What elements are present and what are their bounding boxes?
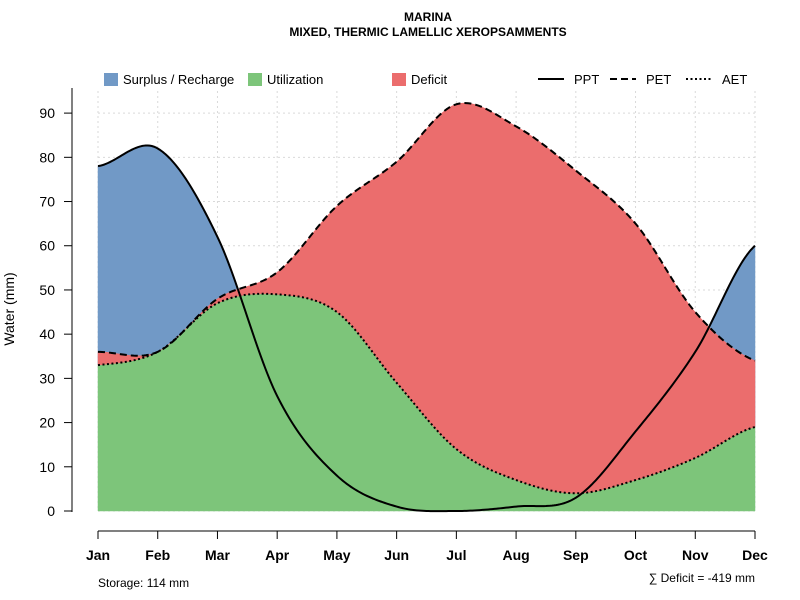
storage-note: Storage: 114 mm xyxy=(98,576,189,590)
y-tick-label: 80 xyxy=(39,149,55,165)
line-ppt xyxy=(97,144,756,513)
y-tick-label: 10 xyxy=(39,459,55,475)
axes xyxy=(71,88,755,532)
x-tick-label: Oct xyxy=(624,547,648,563)
x-tick-label: Mar xyxy=(205,547,230,563)
legend-label: PPT xyxy=(574,72,599,87)
y-tick-label: 90 xyxy=(39,105,55,121)
legend-item-surplus-recharge: Surplus / Recharge xyxy=(104,72,234,87)
x-tick-label: Feb xyxy=(145,547,170,563)
y-tick-label: 40 xyxy=(39,326,55,342)
legend-label: Utilization xyxy=(267,72,323,87)
y-tick-label: 30 xyxy=(39,370,55,386)
legend-swatch xyxy=(392,73,406,86)
legend-item-pet: PET xyxy=(610,72,671,87)
legend-label: Deficit xyxy=(411,72,448,87)
legend-item-ppt: PPT xyxy=(538,72,599,87)
legend-swatch xyxy=(104,73,118,86)
chart-subtitle: MIXED, THERMIC LAMELLIC XEROPSAMMENTS xyxy=(289,25,566,39)
legend-label: PET xyxy=(646,72,671,87)
x-tick-label: Dec xyxy=(742,547,768,563)
legend-label: Surplus / Recharge xyxy=(123,72,234,87)
series-lines xyxy=(97,102,756,513)
legend-label: AET xyxy=(722,72,747,87)
y-tick-label: 20 xyxy=(39,415,55,431)
x-tick-label: Aug xyxy=(502,547,529,563)
y-tick-label: 50 xyxy=(39,282,55,298)
legend: Surplus / Recharge Utilization Deficit PPT P… xyxy=(104,72,747,87)
y-tick-label: 60 xyxy=(39,238,55,254)
legend-item-deficit: Deficit xyxy=(392,72,448,87)
chart-title: MARINA xyxy=(404,10,452,24)
legend-item-aet: AET xyxy=(686,72,747,87)
x-tick-label: May xyxy=(323,547,350,563)
x-tick-label: Jul xyxy=(446,547,466,563)
deficit-note: ∑ Deficit = -419 mm xyxy=(649,571,755,585)
x-tick-label: Jan xyxy=(86,547,110,563)
line-aet xyxy=(97,292,756,495)
y-axis: 0 10 20 30 40 50 60 70 80 90 xyxy=(39,105,72,519)
y-tick-label: 70 xyxy=(39,194,55,210)
legend-item-utilization: Utilization xyxy=(248,72,323,87)
x-tick-label: Jun xyxy=(384,547,409,563)
areas xyxy=(97,102,756,512)
x-tick-label: Nov xyxy=(682,547,709,563)
x-tick-label: Sep xyxy=(563,547,589,563)
y-tick-label: 0 xyxy=(47,503,55,519)
x-axis: Jan Feb Mar Apr May Jun Jul Aug Sep Oct Nov Dec xyxy=(86,531,768,563)
legend-swatch xyxy=(248,73,262,86)
x-tick-label: Apr xyxy=(265,547,290,563)
y-axis-label: Water (mm) xyxy=(1,272,17,345)
